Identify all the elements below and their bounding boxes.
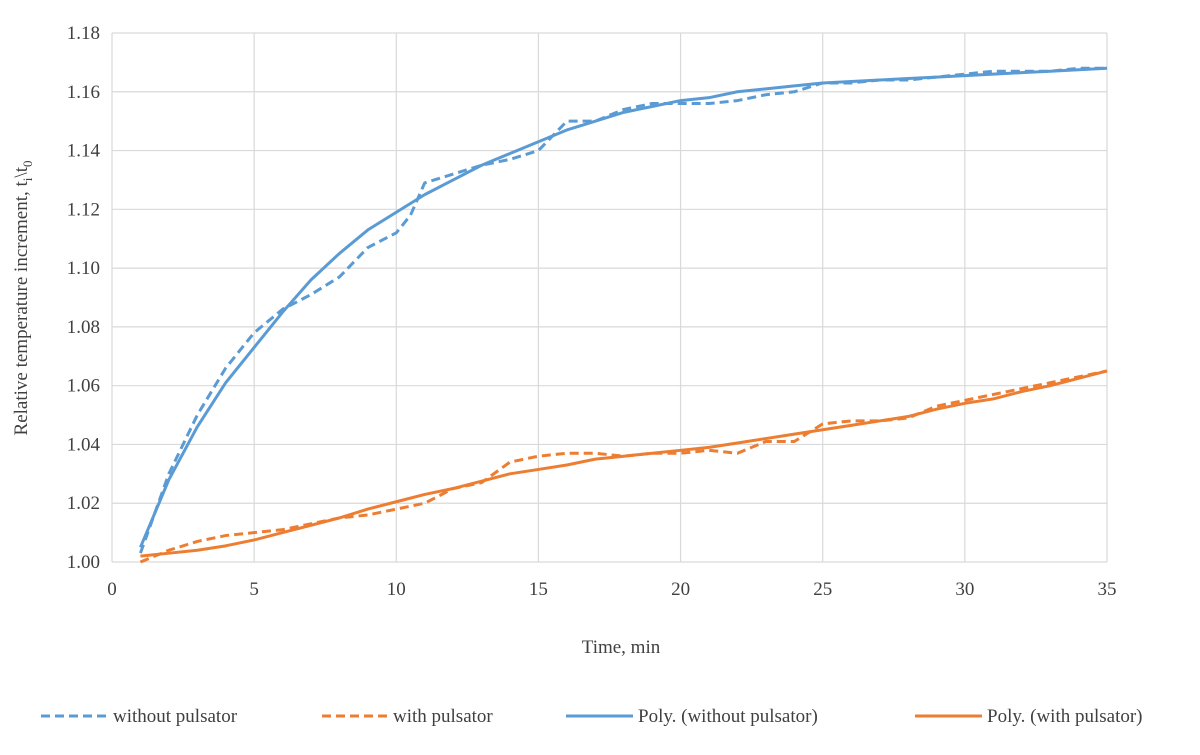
legend-item-with-pulsator[interactable]: with pulsator <box>322 706 493 727</box>
x-tick-label: 0 <box>107 579 117 600</box>
x-tick-label: 25 <box>813 579 832 600</box>
y-tick-label: 1.06 <box>67 376 100 397</box>
legend: without pulsator with pulsator Poly. (wi… <box>41 706 1143 727</box>
y-axis-title-main: Relative temperature increment, t <box>11 180 32 435</box>
x-tick-label: 15 <box>529 579 548 600</box>
y-axis-ticks: 1.00 1.02 1.04 1.06 1.08 1.10 1.12 1.14 1.16 1.18 <box>67 23 101 573</box>
x-tick-label: 5 <box>249 579 259 600</box>
y-axis-title-sub2: 0 <box>20 161 35 168</box>
x-tick-label: 30 <box>955 579 974 600</box>
y-axis-title-mid: \t <box>11 166 32 177</box>
x-axis-ticks: 0 5 10 15 20 25 30 35 <box>107 579 1116 600</box>
legend-label-poly-without-pulsator: Poly. (without pulsator) <box>638 706 818 727</box>
y-tick-label: 1.12 <box>67 199 100 220</box>
legend-label-poly-with-pulsator: Poly. (with pulsator) <box>987 706 1143 727</box>
y-tick-label: 1.16 <box>67 82 100 103</box>
legend-label-without-pulsator: without pulsator <box>113 706 238 727</box>
x-axis-title: Time, min <box>582 637 661 658</box>
plot-area <box>139 66 1108 564</box>
y-tick-label: 1.08 <box>67 317 100 338</box>
y-tick-label: 1.04 <box>67 434 101 455</box>
y-tick-label: 1.14 <box>67 141 101 162</box>
y-tick-label: 1.10 <box>67 258 100 279</box>
x-tick-label: 35 <box>1098 579 1117 600</box>
x-tick-label: 10 <box>387 579 406 600</box>
legend-item-poly-without-pulsator[interactable]: Poly. (without pulsator) <box>566 706 818 727</box>
grid <box>111 32 1108 563</box>
trendline-poly-with-pulsator <box>140 369 1108 558</box>
y-tick-label: 1.18 <box>67 23 100 44</box>
y-axis-title: Relative temperature increment, ti\t0 <box>11 161 35 436</box>
y-tick-label: 1.02 <box>67 493 100 514</box>
y-axis-title-sub1: i <box>20 177 35 181</box>
legend-item-poly-with-pulsator[interactable]: Poly. (with pulsator) <box>915 706 1143 727</box>
legend-label-with-pulsator: with pulsator <box>393 706 493 727</box>
legend-item-without-pulsator[interactable]: without pulsator <box>41 706 238 727</box>
x-tick-label: 20 <box>671 579 690 600</box>
y-tick-label: 1.00 <box>67 552 100 573</box>
trendline-poly-without-pulsator <box>139 66 1108 548</box>
